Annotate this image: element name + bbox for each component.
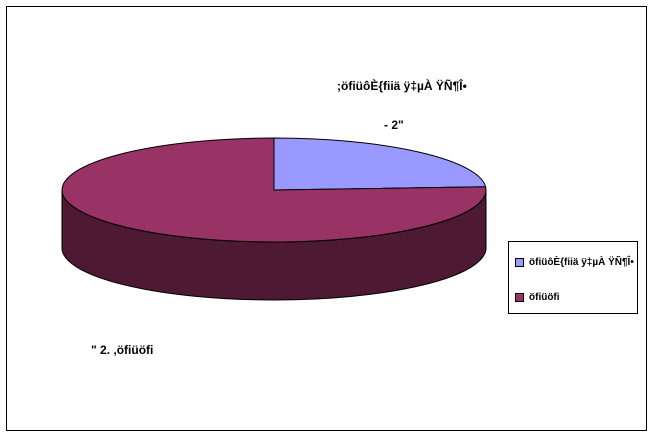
legend-item-1: öfiüôÈ{fiiä ÿ‡µÀ ŸÑ¶Î• <box>515 255 634 269</box>
legend-label-1: öfiüôÈ{fiiä ÿ‡µÀ ŸÑ¶Î• <box>529 256 634 268</box>
chart-area: ;öfiüôÈ{fiiä ÿ‡µÀ ŸÑ¶Î• - 2" " 2. ,öfiüö… <box>6 6 647 431</box>
legend-label-2: öfiüöfi <box>529 291 560 303</box>
legend: öfiüôÈ{fiiä ÿ‡µÀ ŸÑ¶Î• öfiüöfi <box>508 241 638 314</box>
legend-swatch-2 <box>515 292 524 302</box>
legend-swatch-1 <box>515 257 524 267</box>
pie-slice-2 <box>61 137 487 243</box>
pie-chart <box>61 137 487 301</box>
data-label-slice-1-value: - 2" <box>384 118 404 132</box>
pie-slice-1 <box>273 137 487 191</box>
legend-item-2: öfiüöfi <box>515 290 560 304</box>
data-label-slice-1: ;öfiüôÈ{fiiä ÿ‡µÀ ŸÑ¶Î• <box>337 79 467 93</box>
data-label-slice-2: " 2. ,öfiüöfi <box>91 343 154 357</box>
